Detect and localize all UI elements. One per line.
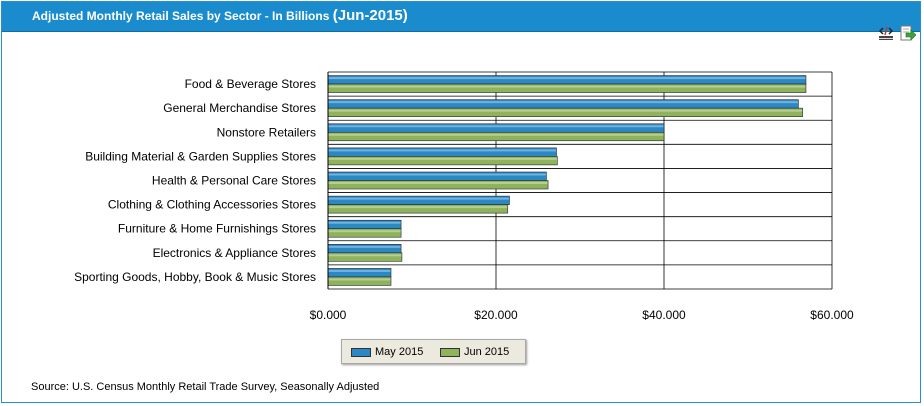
category-label-electronics-and-appliance-stores: Electronics & Appliance Stores (153, 246, 316, 260)
bar-highlight-jun-health-and-personal-care-stores (329, 182, 548, 184)
bar-highlight-may-building-material-and-garden-supplies-stores (329, 149, 556, 151)
bar-may-sporting-goods-hobby-book-and-music-stores[interactable] (328, 268, 391, 277)
bar-highlight-jun-furniture-and-home-furnishings-stores (329, 230, 401, 232)
bar-may-electronics-and-appliance-stores[interactable] (328, 244, 401, 253)
bar-highlight-may-nonstore-retailers (329, 125, 664, 127)
legend-swatch-jun (440, 348, 460, 357)
category-label-sporting-goods-hobby-book-and-music-stores: Sporting Goods, Hobby, Book & Music Stor… (74, 270, 316, 284)
bar-jun-building-material-and-garden-supplies-stores[interactable] (328, 156, 557, 165)
bar-jun-health-and-personal-care-stores[interactable] (328, 181, 548, 190)
bar-highlight-may-furniture-and-home-furnishings-stores (329, 222, 401, 224)
bar-may-clothing-and-clothing-accessories-stores[interactable] (328, 196, 509, 205)
x-tick-label: $60.000 (810, 308, 854, 322)
bar-highlight-jun-building-material-and-garden-supplies-stores (329, 158, 557, 160)
category-label-food-and-beverage-stores: Food & Beverage Stores (185, 77, 316, 91)
category-label-nonstore-retailers: Nonstore Retailers (217, 125, 316, 139)
bar-may-furniture-and-home-furnishings-stores[interactable] (328, 220, 401, 229)
bar-highlight-jun-sporting-goods-hobby-book-and-music-stores (329, 278, 391, 280)
category-label-health-and-personal-care-stores: Health & Personal Care Stores (152, 174, 316, 188)
bar-jun-sporting-goods-hobby-book-and-music-stores[interactable] (328, 277, 391, 286)
bar-may-health-and-personal-care-stores[interactable] (328, 172, 546, 181)
category-label-building-material-and-garden-supplies-stores: Building Material & Garden Supplies Stor… (85, 149, 316, 163)
x-tick-label: $40.000 (642, 308, 686, 322)
bar-may-building-material-and-garden-supplies-stores[interactable] (328, 148, 556, 157)
legend: May 2015 Jun 2015 (341, 339, 526, 364)
source-note: Source: U.S. Census Monthly Retail Trade… (31, 381, 379, 393)
bar-may-general-merchandise-stores[interactable] (328, 100, 798, 109)
bar-highlight-may-health-and-personal-care-stores (329, 174, 546, 176)
legend-item-jun[interactable]: Jun 2015 (440, 346, 509, 358)
bar-jun-clothing-and-clothing-accessories-stores[interactable] (328, 205, 508, 214)
bar-jun-food-and-beverage-stores[interactable] (328, 84, 806, 93)
bar-highlight-jun-food-and-beverage-stores (329, 86, 806, 88)
bar-highlight-jun-electronics-and-appliance-stores (329, 254, 402, 256)
bar-highlight-jun-clothing-and-clothing-accessories-stores (329, 206, 508, 208)
x-tick-label: $0.000 (310, 308, 347, 322)
legend-label-may: May 2015 (375, 346, 423, 358)
bar-highlight-may-food-and-beverage-stores (329, 77, 806, 79)
bar-may-nonstore-retailers[interactable] (328, 124, 664, 132)
bar-highlight-may-electronics-and-appliance-stores (329, 246, 401, 248)
category-label-general-merchandise-stores: General Merchandise Stores (163, 101, 316, 115)
bar-highlight-may-sporting-goods-hobby-book-and-music-stores (329, 270, 391, 272)
legend-swatch-may (351, 348, 371, 357)
bar-highlight-jun-nonstore-retailers (329, 134, 664, 136)
bar-jun-nonstore-retailers[interactable] (328, 132, 664, 141)
bar-highlight-may-clothing-and-clothing-accessories-stores (329, 198, 509, 200)
legend-item-may[interactable]: May 2015 (351, 346, 423, 358)
category-label-clothing-and-clothing-accessories-stores: Clothing & Clothing Accessories Stores (108, 198, 316, 212)
bar-may-food-and-beverage-stores[interactable] (328, 76, 806, 85)
x-tick-label: $20.000 (474, 308, 518, 322)
bar-highlight-may-general-merchandise-stores (329, 101, 798, 103)
bar-jun-electronics-and-appliance-stores[interactable] (328, 253, 402, 261)
bar-highlight-jun-general-merchandise-stores (329, 110, 803, 112)
legend-label-jun: Jun 2015 (464, 346, 509, 358)
category-label-furniture-and-home-furnishings-stores: Furniture & Home Furnishings Stores (118, 222, 316, 236)
bar-jun-general-merchandise-stores[interactable] (328, 108, 803, 117)
bar-jun-furniture-and-home-furnishings-stores[interactable] (328, 229, 401, 238)
